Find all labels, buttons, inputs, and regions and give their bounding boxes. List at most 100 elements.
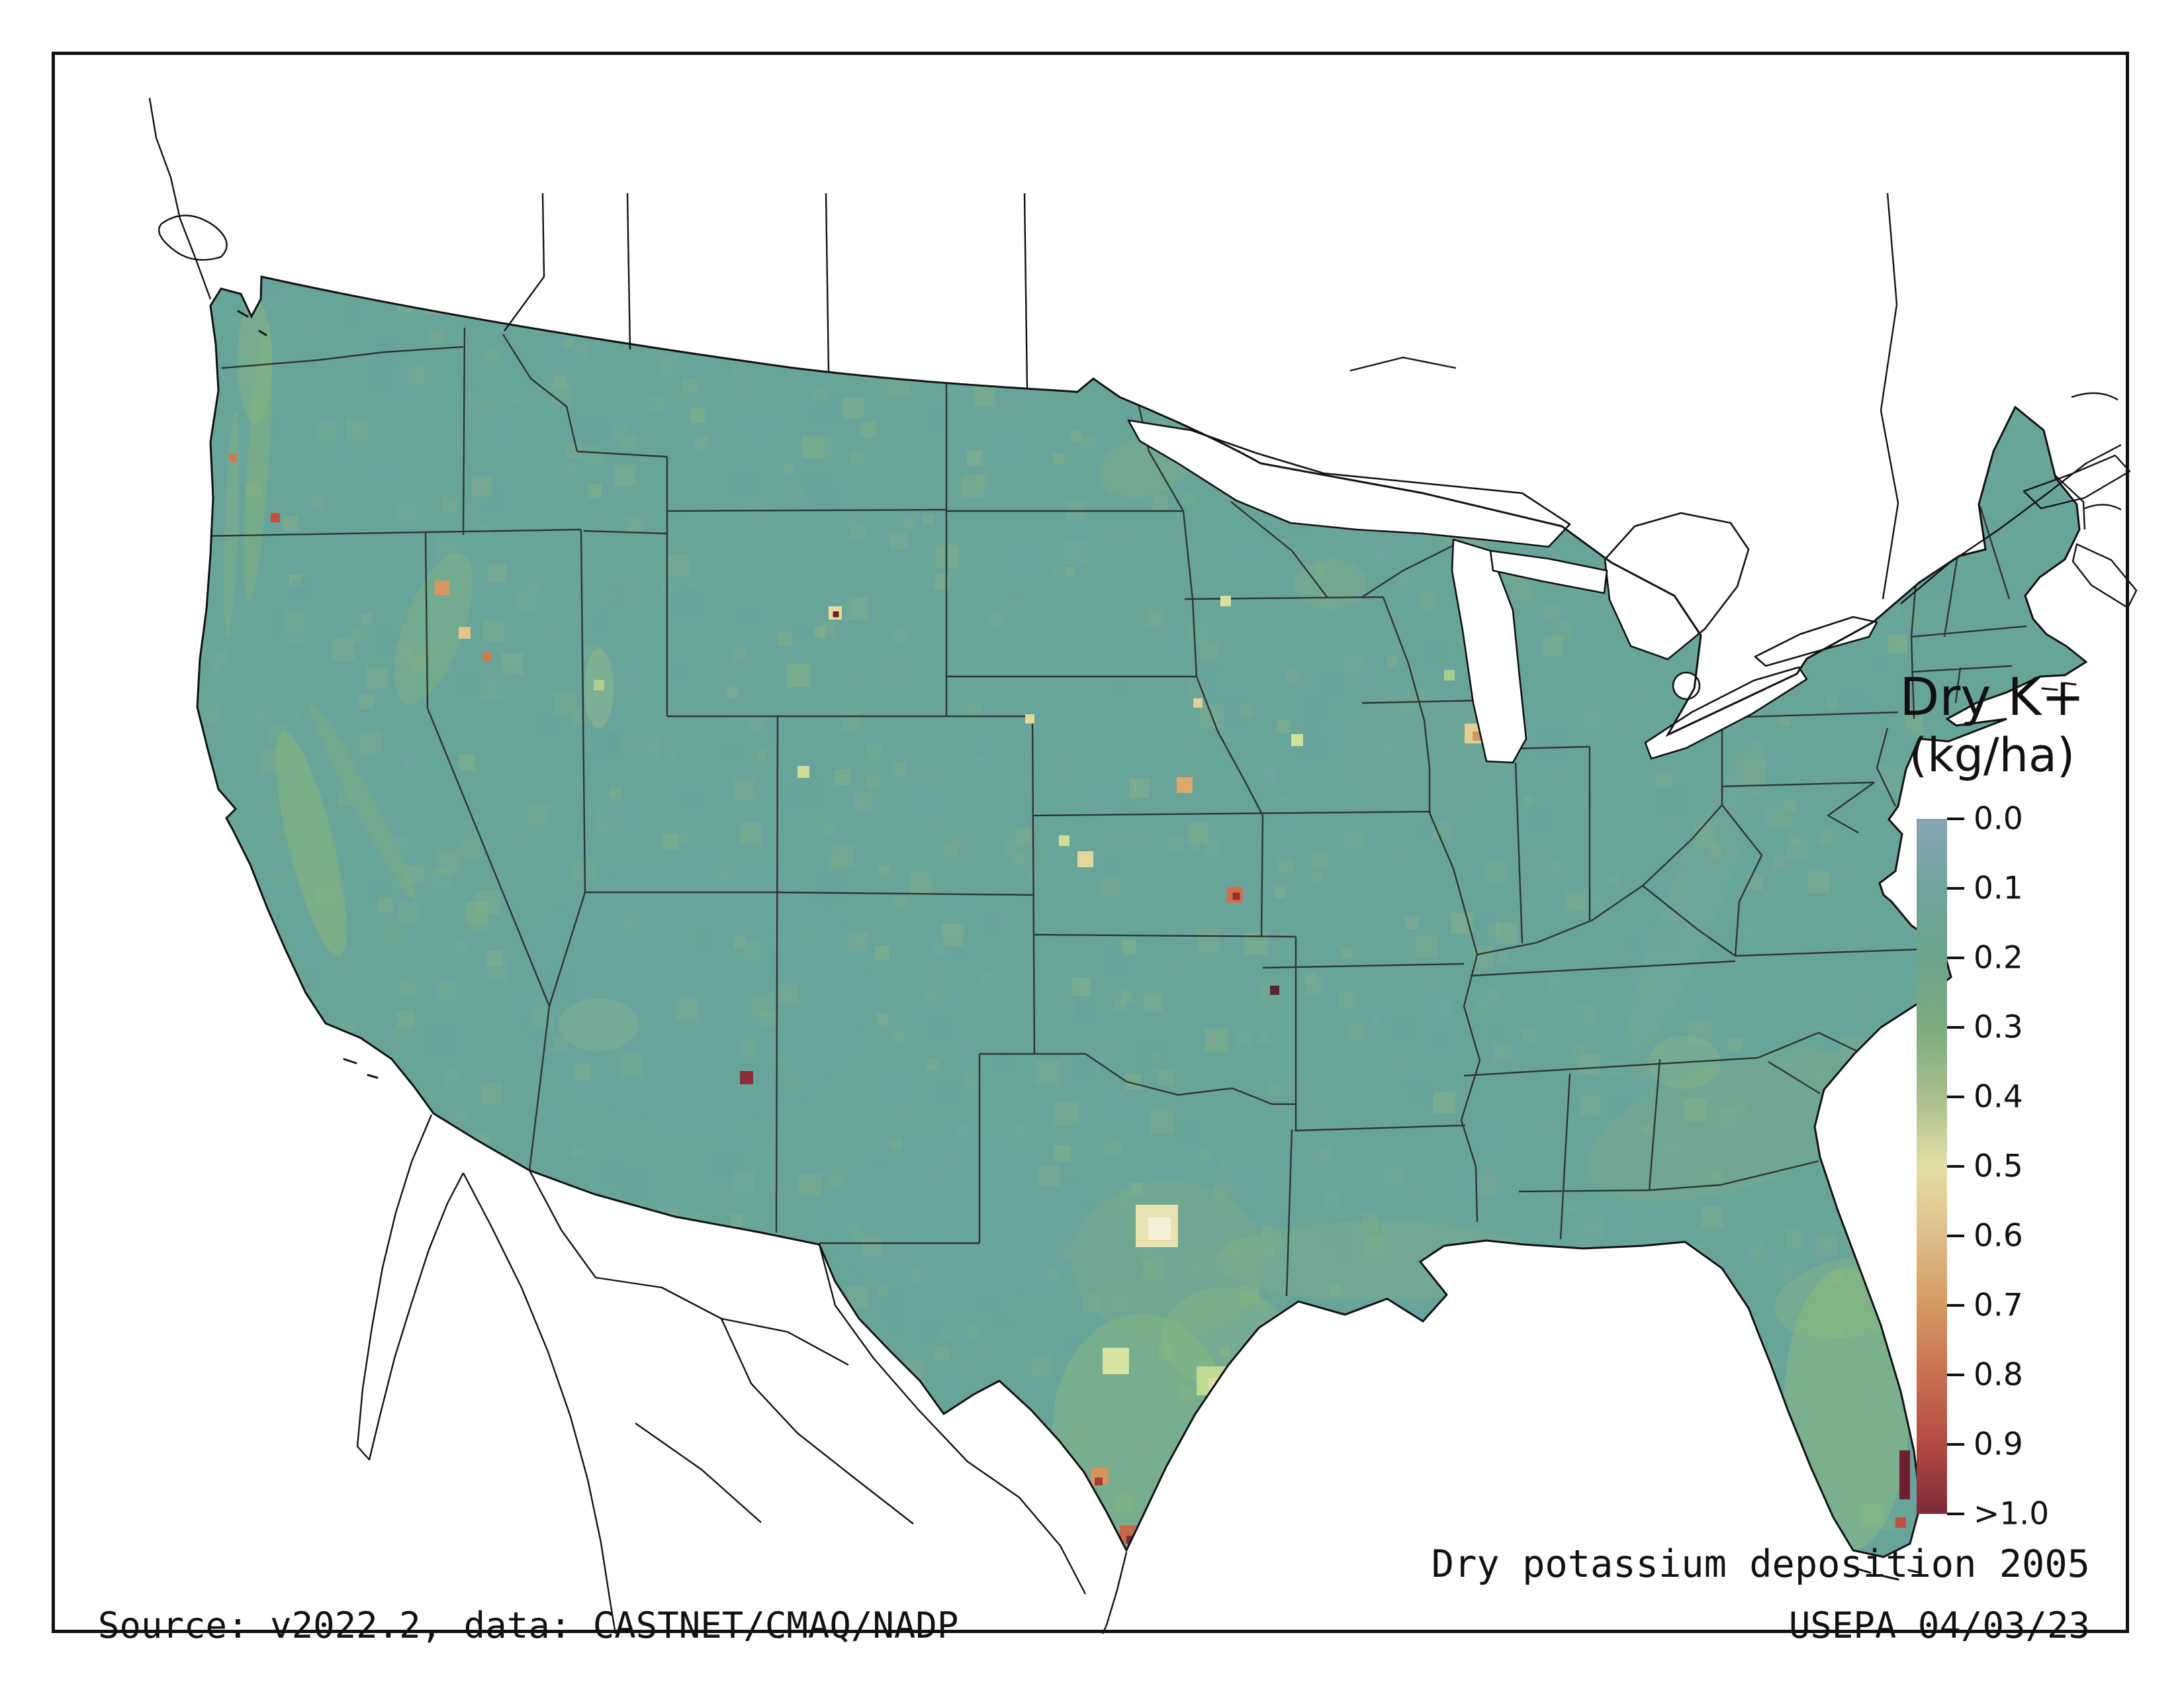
texture-cell bbox=[1776, 1264, 1793, 1280]
texture-cell bbox=[466, 768, 478, 780]
texture-cell bbox=[397, 1011, 414, 1028]
texture-cell bbox=[1594, 1113, 1613, 1133]
hotspot bbox=[1232, 892, 1240, 900]
texture-cell bbox=[889, 1138, 902, 1150]
texture-cell bbox=[1220, 1160, 1231, 1171]
texture-cell bbox=[962, 475, 984, 497]
texture-cell bbox=[604, 1164, 619, 1180]
texture-cell bbox=[1136, 1442, 1156, 1462]
texture-cell bbox=[1367, 1093, 1381, 1106]
texture-cell bbox=[690, 928, 707, 945]
texture-cell bbox=[1019, 388, 1033, 402]
texture-cell bbox=[1819, 830, 1833, 844]
texture-cell bbox=[1012, 846, 1032, 867]
texture-cell bbox=[249, 792, 268, 811]
texture-cell bbox=[1319, 1146, 1333, 1160]
texture-cell bbox=[1396, 1002, 1414, 1019]
texture-cell bbox=[845, 597, 868, 620]
texture-cell bbox=[1365, 1285, 1377, 1297]
texture-cell bbox=[1684, 1099, 1707, 1121]
texture-cell bbox=[1369, 1223, 1381, 1235]
texture-cell bbox=[1795, 727, 1810, 742]
texture-cell bbox=[981, 972, 993, 983]
texture-cell bbox=[1111, 1188, 1126, 1204]
texture-cell bbox=[462, 907, 485, 930]
texture-cell bbox=[443, 1068, 461, 1086]
texture-cell bbox=[592, 513, 611, 532]
texture-cell bbox=[814, 438, 834, 457]
texture-cell bbox=[614, 602, 623, 611]
texture-cell bbox=[1926, 575, 1946, 594]
texture-cell bbox=[359, 694, 374, 709]
texture-cell bbox=[1131, 561, 1142, 573]
texture-cell bbox=[1290, 1240, 1300, 1250]
texture-cell bbox=[533, 629, 551, 647]
texture-cell bbox=[820, 622, 835, 637]
texture-cell bbox=[1255, 1301, 1267, 1313]
texture-cell bbox=[892, 628, 909, 644]
texture-cell bbox=[1349, 663, 1373, 686]
texture-cell bbox=[394, 643, 414, 662]
texture-cell bbox=[1532, 1119, 1555, 1142]
texture-cell bbox=[1320, 1043, 1337, 1060]
texture-cell bbox=[772, 1053, 784, 1064]
texture-cell bbox=[786, 569, 800, 584]
hotspot bbox=[1177, 777, 1193, 793]
texture-cell bbox=[981, 1346, 995, 1360]
colorbar-tick-mark bbox=[1947, 1443, 1964, 1446]
texture-cell bbox=[1227, 635, 1239, 647]
texture-cell bbox=[1741, 1098, 1754, 1111]
texture-cell bbox=[934, 939, 952, 957]
texture-cell bbox=[877, 1013, 888, 1025]
texture-cell bbox=[359, 731, 381, 753]
texture-cell bbox=[1410, 1026, 1432, 1048]
texture-cell bbox=[529, 940, 543, 954]
texture-cell bbox=[689, 571, 705, 587]
texture-cell bbox=[752, 1041, 770, 1060]
texture-cell bbox=[1059, 778, 1071, 790]
texture-cell bbox=[1826, 697, 1838, 709]
texture-cell bbox=[1249, 976, 1261, 988]
islands bbox=[237, 310, 2077, 1581]
texture-cell bbox=[422, 676, 442, 696]
texture-cell bbox=[734, 937, 746, 949]
texture-cell bbox=[1694, 823, 1717, 847]
texture-cell bbox=[218, 617, 242, 641]
texture-cell bbox=[1439, 619, 1451, 630]
texture-cell bbox=[1101, 878, 1119, 897]
texture-cell bbox=[597, 550, 612, 565]
texture-cell bbox=[1292, 843, 1304, 855]
texture-cell bbox=[614, 465, 635, 486]
texture-cell bbox=[581, 422, 603, 444]
texture-cell bbox=[1054, 1145, 1070, 1162]
texture-cell bbox=[1518, 1087, 1539, 1109]
texture-cell bbox=[1347, 1025, 1364, 1041]
texture-cell bbox=[922, 964, 939, 982]
texture-cell bbox=[1303, 734, 1326, 757]
texture-cell bbox=[1201, 643, 1219, 661]
texture-cell bbox=[1165, 874, 1187, 896]
texture-cell bbox=[271, 868, 286, 884]
texture-cell bbox=[1275, 887, 1286, 898]
texture-cell bbox=[627, 518, 643, 534]
texture-cell bbox=[471, 330, 486, 346]
texture-cell bbox=[232, 545, 246, 559]
texture-cell bbox=[1304, 701, 1325, 722]
texture-cell bbox=[1115, 1035, 1127, 1047]
texture-cell bbox=[802, 436, 825, 458]
texture-cell bbox=[1205, 841, 1221, 857]
texture-cell bbox=[572, 706, 590, 724]
texture-cell bbox=[678, 599, 694, 614]
texture-cell bbox=[1602, 1049, 1612, 1058]
texture-cell bbox=[715, 1152, 737, 1174]
texture-cell bbox=[1342, 650, 1363, 671]
texture-cell bbox=[903, 518, 915, 530]
texture-cell bbox=[1889, 606, 1901, 618]
texture-cell bbox=[486, 492, 504, 510]
texture-cell bbox=[285, 663, 296, 674]
texture-cell bbox=[1184, 492, 1196, 504]
texture-cell bbox=[1261, 1089, 1283, 1110]
texture-cell bbox=[942, 1329, 953, 1339]
texture-cell bbox=[1788, 834, 1799, 845]
texture-cell bbox=[1569, 1108, 1590, 1130]
